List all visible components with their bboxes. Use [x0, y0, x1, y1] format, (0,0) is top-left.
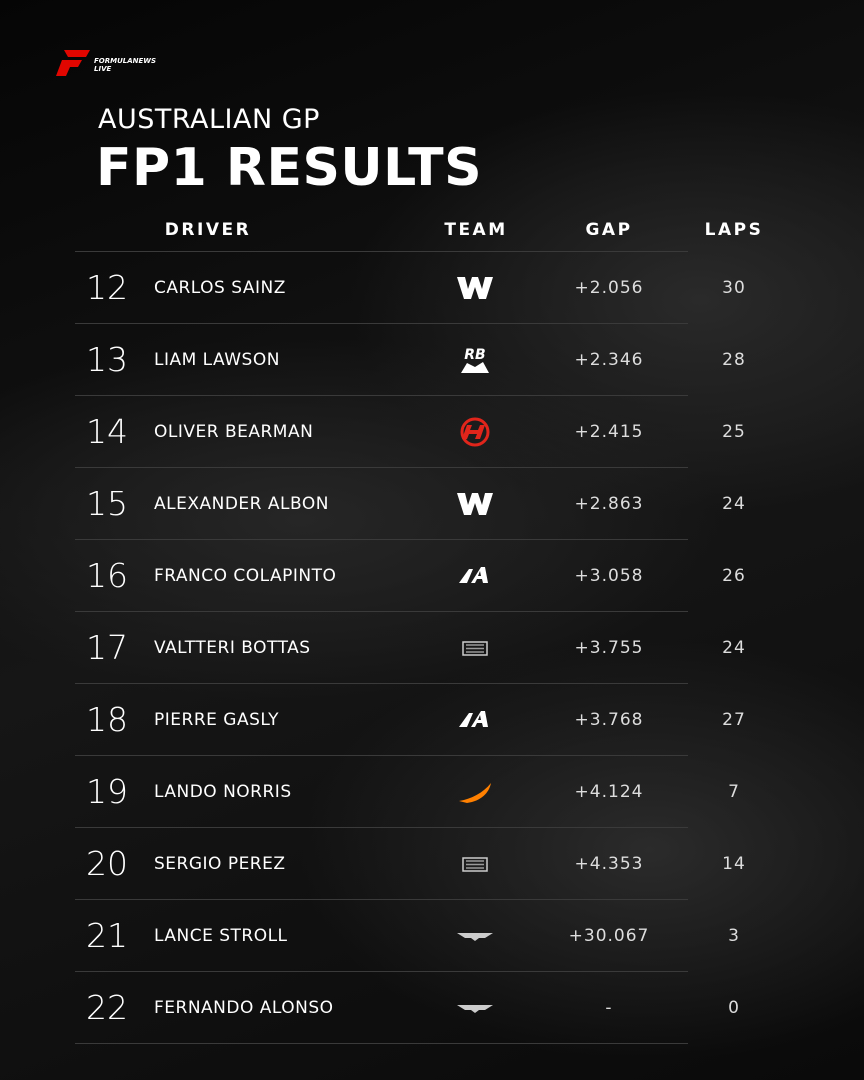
team-logo [455, 633, 495, 667]
driver: CARLOS SAINZ [154, 278, 286, 298]
team-logo [455, 705, 495, 739]
team-icon [457, 1005, 493, 1013]
gap: +4.124 [574, 782, 644, 802]
position: 21 [86, 916, 128, 955]
driver: VALTTERI BOTTAS [154, 638, 311, 658]
driver: PIERRE GASLY [154, 710, 279, 730]
driver: LIAM LAWSON [154, 350, 280, 370]
row-divider [75, 251, 688, 252]
laps: 24 [722, 494, 746, 514]
team-icon [459, 783, 491, 803]
laps: 25 [722, 422, 746, 442]
laps: 14 [722, 854, 746, 874]
title: FP1 RESULTS [96, 138, 483, 198]
laps: 26 [722, 566, 746, 586]
position: 14 [86, 412, 128, 451]
row-divider [75, 971, 688, 972]
laps: 28 [722, 350, 746, 370]
gap: +2.346 [574, 350, 644, 370]
row-divider [75, 1043, 688, 1044]
brand-logo [56, 50, 90, 76]
position: 22 [86, 988, 128, 1027]
column-header: DRIVER [164, 220, 252, 240]
subtitle: AUSTRALIAN GP [98, 104, 320, 135]
svg-text:RB: RB [464, 347, 485, 363]
row-divider [75, 755, 688, 756]
row-divider [75, 395, 688, 396]
driver: FERNANDO ALONSO [154, 998, 334, 1018]
team-icon [457, 277, 493, 299]
gap: +3.755 [574, 638, 644, 658]
brand-name: FORMULANEWS [94, 57, 157, 65]
gap: +3.768 [574, 710, 644, 730]
position: 20 [86, 844, 128, 883]
driver: ALEXANDER ALBON [154, 494, 329, 514]
brand-sub: LIVE [94, 65, 112, 73]
position: 15 [86, 484, 128, 523]
team-icon [457, 493, 493, 515]
team-logo [455, 561, 495, 595]
team-logo [455, 777, 495, 811]
driver: LANCE STROLL [154, 926, 288, 946]
column-header: LAPS [704, 220, 764, 240]
laps: 27 [722, 710, 746, 730]
team-logo [455, 489, 495, 523]
row-divider [75, 683, 688, 684]
team-logo [455, 273, 495, 307]
row-divider [75, 827, 688, 828]
gap: +2.863 [574, 494, 644, 514]
gap: +30.067 [568, 926, 650, 946]
gap: - [605, 998, 613, 1018]
position: 17 [86, 628, 128, 667]
gap: +3.058 [574, 566, 644, 586]
laps: 24 [722, 638, 746, 658]
driver: SERGIO PEREZ [154, 854, 286, 874]
team-icon [462, 641, 488, 656]
team-icon [460, 417, 490, 447]
team-icon [457, 933, 493, 941]
row-divider [75, 899, 688, 900]
team-icon [459, 567, 488, 583]
row-divider [75, 323, 688, 324]
column-header: GAP [585, 220, 633, 240]
brand: FORMULANEWS LIVE [94, 57, 156, 73]
position: 18 [86, 700, 128, 739]
position: 12 [86, 268, 128, 307]
position: 19 [86, 772, 128, 811]
team-logo [455, 921, 495, 955]
position: 13 [86, 340, 128, 379]
team-icon [459, 711, 488, 727]
team-icon: RB [461, 347, 489, 373]
gap: +2.056 [574, 278, 644, 298]
driver: OLIVER BEARMAN [154, 422, 314, 442]
row-divider [75, 611, 688, 612]
team-logo [455, 849, 495, 883]
driver: LANDO NORRIS [154, 782, 292, 802]
position: 16 [86, 556, 128, 595]
laps: 7 [728, 782, 740, 802]
driver: FRANCO COLAPINTO [154, 566, 337, 586]
laps: 0 [728, 998, 740, 1018]
gap: +4.353 [574, 854, 644, 874]
team-logo [455, 993, 495, 1027]
team-logo [455, 417, 495, 451]
row-divider [75, 539, 688, 540]
laps: 3 [728, 926, 740, 946]
gap: +2.415 [574, 422, 644, 442]
team-logo: RB [455, 345, 495, 379]
row-divider [75, 467, 688, 468]
laps: 30 [722, 278, 746, 298]
team-icon [462, 857, 488, 872]
column-header: TEAM [444, 220, 508, 240]
